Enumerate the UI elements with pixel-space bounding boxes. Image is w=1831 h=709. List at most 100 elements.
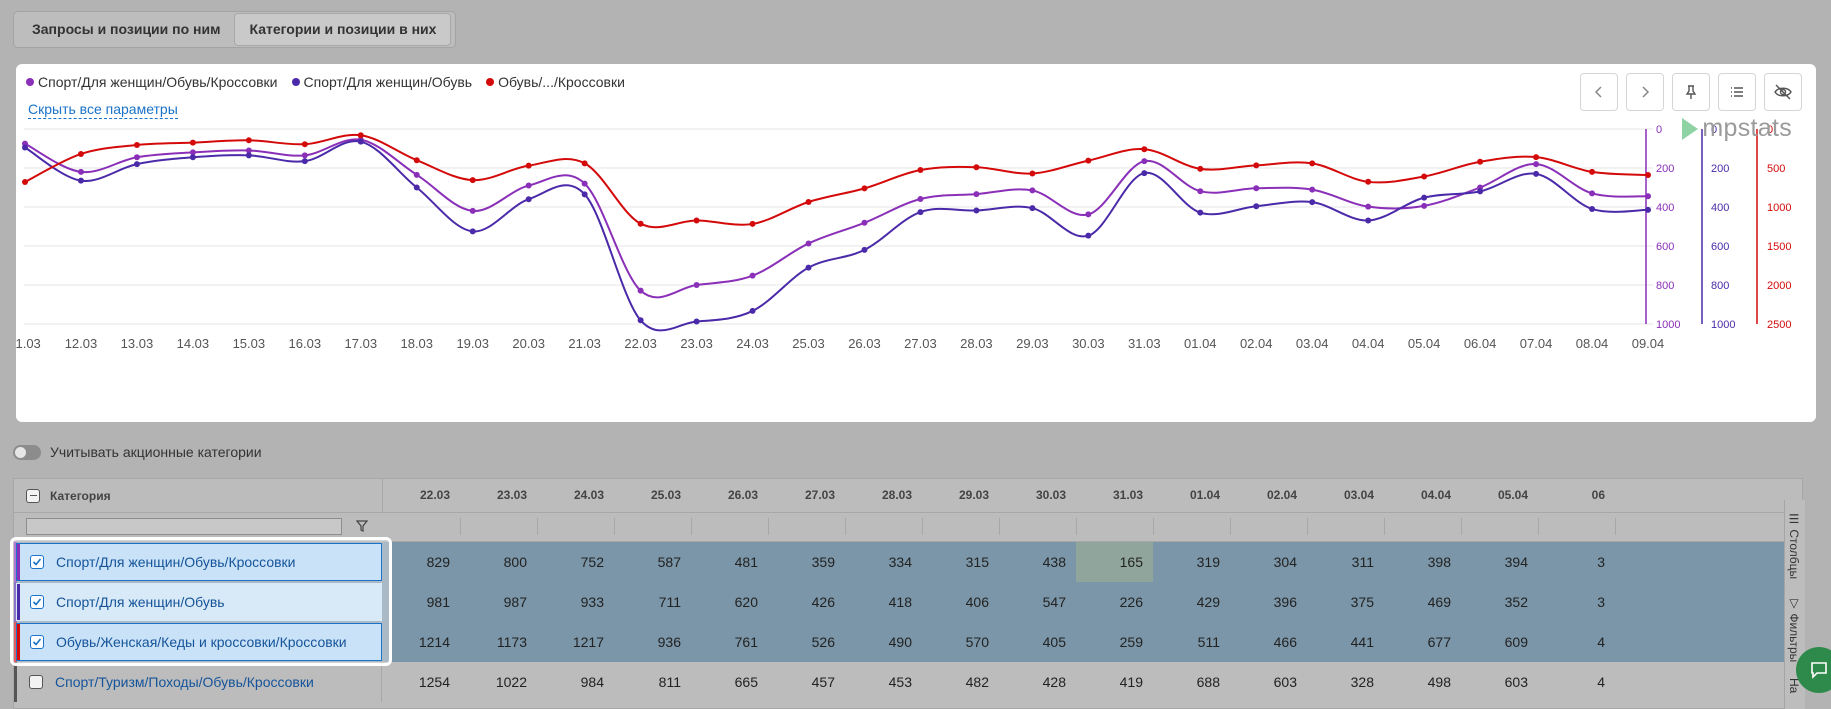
data-point[interactable] bbox=[637, 220, 644, 227]
row-checkbox[interactable] bbox=[30, 635, 44, 649]
date-column-header[interactable]: 03.04 bbox=[1343, 488, 1374, 502]
data-point[interactable] bbox=[245, 147, 252, 154]
data-point[interactable] bbox=[749, 272, 756, 279]
table-row[interactable]: Спорт/Туризм/Походы/Обувь/Кроссовки 1254 1… bbox=[14, 662, 1802, 702]
date-column-header[interactable]: 04.04 bbox=[1420, 488, 1451, 502]
data-point[interactable] bbox=[1421, 194, 1428, 201]
data-point[interactable] bbox=[1029, 187, 1036, 194]
legend-item-2[interactable]: Спорт/Для женщин/Обувь bbox=[291, 74, 472, 90]
row-checkbox[interactable] bbox=[29, 675, 43, 689]
promo-categories-toggle[interactable] bbox=[13, 444, 41, 460]
data-point[interactable] bbox=[693, 217, 700, 224]
data-point[interactable] bbox=[637, 317, 644, 324]
data-point[interactable] bbox=[1253, 162, 1260, 169]
date-column-header[interactable]: 22.03 bbox=[419, 488, 450, 502]
row-category-link[interactable]: Спорт/Туризм/Походы/Обувь/Кроссовки bbox=[55, 674, 314, 690]
data-point[interactable] bbox=[1589, 190, 1596, 197]
data-point[interactable] bbox=[525, 196, 532, 203]
data-point[interactable] bbox=[77, 168, 84, 175]
data-point[interactable] bbox=[1533, 161, 1540, 168]
prev-button[interactable] bbox=[1580, 73, 1618, 111]
data-point[interactable] bbox=[805, 240, 812, 247]
data-point[interactable] bbox=[581, 180, 588, 187]
data-point[interactable] bbox=[1421, 202, 1428, 209]
date-column-header[interactable]: 24.03 bbox=[573, 488, 604, 502]
pin-button[interactable] bbox=[1672, 73, 1710, 111]
data-point[interactable] bbox=[1309, 199, 1316, 206]
hide-chart-button[interactable] bbox=[1764, 73, 1802, 111]
data-point[interactable] bbox=[805, 264, 812, 271]
data-point[interactable] bbox=[1253, 203, 1260, 210]
side-tab-filters[interactable]: ▽ Фильтры bbox=[1787, 596, 1801, 662]
date-column-header[interactable]: 06 bbox=[1591, 488, 1605, 502]
data-point[interactable] bbox=[22, 179, 28, 186]
date-column-header[interactable]: 28.03 bbox=[881, 488, 912, 502]
category-header[interactable]: Категория bbox=[14, 479, 383, 512]
data-point[interactable] bbox=[413, 184, 420, 191]
data-point[interactable] bbox=[525, 182, 532, 189]
data-point[interactable] bbox=[1309, 186, 1316, 193]
legend-item-1[interactable]: Спорт/Для женщин/Обувь/Кроссовки bbox=[26, 74, 278, 90]
data-point[interactable] bbox=[1029, 205, 1036, 212]
data-point[interactable] bbox=[301, 141, 308, 148]
data-point[interactable] bbox=[22, 144, 28, 151]
date-column-header[interactable]: 30.03 bbox=[1035, 488, 1066, 502]
row-category-link[interactable]: Спорт/Для женщин/Обувь bbox=[56, 594, 225, 610]
data-point[interactable] bbox=[1029, 170, 1036, 177]
row-category-link[interactable]: Спорт/Для женщин/Обувь/Кроссовки bbox=[56, 554, 296, 570]
data-point[interactable] bbox=[245, 152, 252, 159]
data-point[interactable] bbox=[1141, 146, 1148, 153]
data-point[interactable] bbox=[301, 152, 308, 159]
data-point[interactable] bbox=[917, 196, 924, 203]
data-point[interactable] bbox=[1197, 188, 1204, 195]
data-point[interactable] bbox=[1365, 217, 1372, 224]
data-point[interactable] bbox=[133, 141, 140, 148]
data-point[interactable] bbox=[189, 149, 196, 156]
data-point[interactable] bbox=[861, 219, 868, 226]
data-point[interactable] bbox=[1589, 168, 1596, 175]
data-point[interactable] bbox=[133, 154, 140, 161]
data-point[interactable] bbox=[1365, 203, 1372, 210]
data-point[interactable] bbox=[1533, 154, 1540, 161]
row-checkbox[interactable] bbox=[30, 595, 44, 609]
data-point[interactable] bbox=[917, 209, 924, 216]
side-tab-columns[interactable]: ☰ Столбцы bbox=[1787, 512, 1801, 579]
data-point[interactable] bbox=[1477, 188, 1484, 195]
tab-queries[interactable]: Запросы и позиции по ним bbox=[32, 21, 221, 37]
data-point[interactable] bbox=[1645, 206, 1651, 213]
date-column-header[interactable]: 02.04 bbox=[1266, 488, 1297, 502]
select-all-checkbox[interactable] bbox=[26, 488, 40, 503]
date-column-header[interactable]: 25.03 bbox=[650, 488, 681, 502]
list-button[interactable] bbox=[1718, 73, 1756, 111]
selected-row-highlight[interactable]: Спорт/Для женщин/Обувь/Кроссовки bbox=[16, 543, 382, 581]
side-tab-more[interactable]: На bbox=[1787, 678, 1801, 693]
data-point[interactable] bbox=[357, 132, 364, 139]
data-point[interactable] bbox=[1141, 170, 1148, 177]
date-column-header[interactable]: 29.03 bbox=[958, 488, 989, 502]
legend-item-3[interactable]: Обувь/.../Кроссовки bbox=[486, 74, 625, 90]
data-point[interactable] bbox=[973, 164, 980, 171]
data-point[interactable] bbox=[1645, 193, 1651, 200]
date-column-header[interactable]: 27.03 bbox=[804, 488, 835, 502]
data-point[interactable] bbox=[525, 162, 532, 169]
data-point[interactable] bbox=[77, 177, 84, 184]
selected-row-highlight[interactable]: Обувь/Женская/Кеды и кроссовки/Кроссовки bbox=[16, 623, 382, 661]
data-point[interactable] bbox=[357, 138, 364, 145]
data-point[interactable] bbox=[245, 137, 252, 144]
hide-all-params-link[interactable]: Скрыть все параметры bbox=[28, 101, 178, 119]
data-point[interactable] bbox=[749, 307, 756, 314]
data-point[interactable] bbox=[1365, 178, 1372, 185]
data-point[interactable] bbox=[1085, 157, 1092, 164]
data-point[interactable] bbox=[77, 150, 84, 157]
date-column-header[interactable]: 05.04 bbox=[1497, 488, 1528, 502]
data-point[interactable] bbox=[1253, 185, 1260, 192]
data-point[interactable] bbox=[861, 246, 868, 253]
data-point[interactable] bbox=[1309, 160, 1316, 167]
date-column-header[interactable]: 01.04 bbox=[1189, 488, 1220, 502]
data-point[interactable] bbox=[749, 220, 756, 227]
data-point[interactable] bbox=[693, 282, 700, 288]
data-point[interactable] bbox=[973, 207, 980, 214]
tab-categories[interactable]: Категории и позиции в них bbox=[234, 13, 452, 46]
data-point[interactable] bbox=[693, 318, 700, 325]
data-point[interactable] bbox=[1085, 232, 1092, 239]
